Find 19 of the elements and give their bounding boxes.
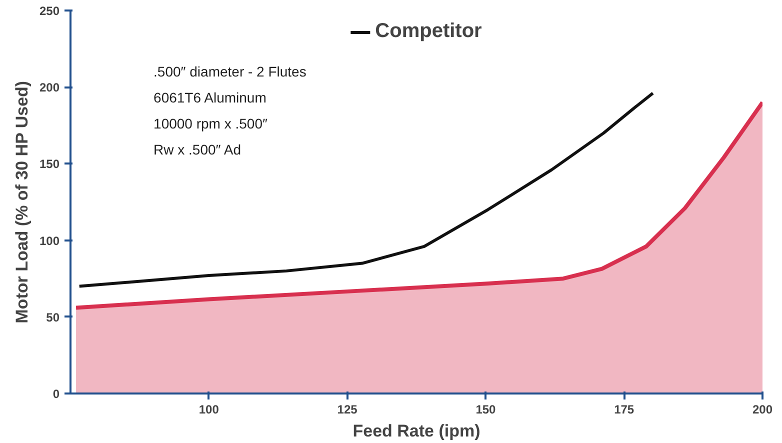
x-tick-label: 100 bbox=[198, 402, 220, 416]
y-tick-label: 200 bbox=[39, 80, 60, 95]
annotation: .500″ diameter - 2 Flutes bbox=[154, 63, 306, 80]
y-tick-label: 50 bbox=[46, 310, 60, 324]
x-tick-label: 175 bbox=[614, 402, 634, 416]
y-axis-title: Motor Load (% of 30 HP Used) bbox=[12, 80, 32, 324]
y-tick-label: 150 bbox=[39, 157, 60, 172]
x-axis-title: Feed Rate (ipm) bbox=[352, 422, 480, 440]
x-tick-label: 200 bbox=[752, 402, 773, 416]
annotation: 10000 rpm x .500″ bbox=[154, 116, 268, 132]
x-tick-label: 150 bbox=[476, 402, 496, 416]
x-tick-label: 125 bbox=[337, 402, 358, 416]
annotation: Rw x .500″ Ad bbox=[154, 142, 241, 158]
y-tick-label: 100 bbox=[39, 234, 60, 248]
y-tick-label: 0 bbox=[52, 387, 60, 401]
legend-label: Competitor bbox=[375, 20, 482, 43]
line-series bbox=[78, 92, 654, 288]
y-tick-label: 250 bbox=[39, 4, 60, 18]
annotation: 6061T6 Aluminum bbox=[154, 89, 266, 106]
